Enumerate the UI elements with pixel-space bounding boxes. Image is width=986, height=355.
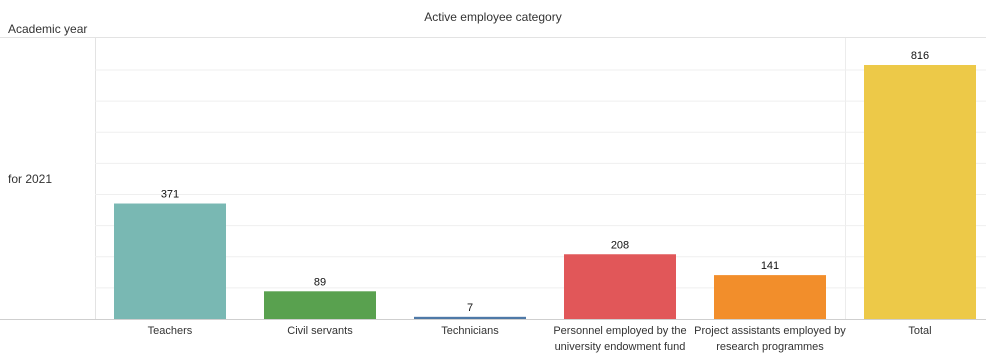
category-label: Teachers — [148, 325, 193, 337]
bar-2 — [414, 316, 526, 319]
bar-3 — [564, 254, 676, 319]
value-label: 7 — [467, 302, 473, 314]
row-header: Academic year — [8, 22, 88, 36]
value-label: 208 — [611, 239, 629, 251]
category-label: university endowment fund — [555, 341, 686, 353]
bar-4 — [714, 275, 826, 319]
row-label-2021: for 2021 — [8, 172, 53, 186]
bar-1 — [264, 291, 376, 319]
category-label: research programmes — [716, 341, 824, 353]
category-label: Total — [908, 325, 931, 337]
value-label: 371 — [161, 189, 179, 201]
grid-lines — [0, 37, 986, 320]
value-label: 816 — [911, 50, 929, 62]
chart-title: Active employee category — [424, 10, 562, 24]
category-label: Personnel employed by the — [553, 325, 686, 337]
bar-5 — [864, 65, 976, 319]
value-label: 141 — [761, 260, 779, 272]
category-label: Civil servants — [287, 325, 353, 337]
category-label: Technicians — [441, 325, 499, 337]
bar-0 — [114, 203, 226, 319]
labels: 371 Teachers 89 Civil servants 7 Technicians 2… — [148, 50, 932, 353]
value-label: 89 — [314, 276, 326, 288]
category-label: Project assistants employed by — [694, 325, 846, 337]
bars — [114, 65, 976, 319]
